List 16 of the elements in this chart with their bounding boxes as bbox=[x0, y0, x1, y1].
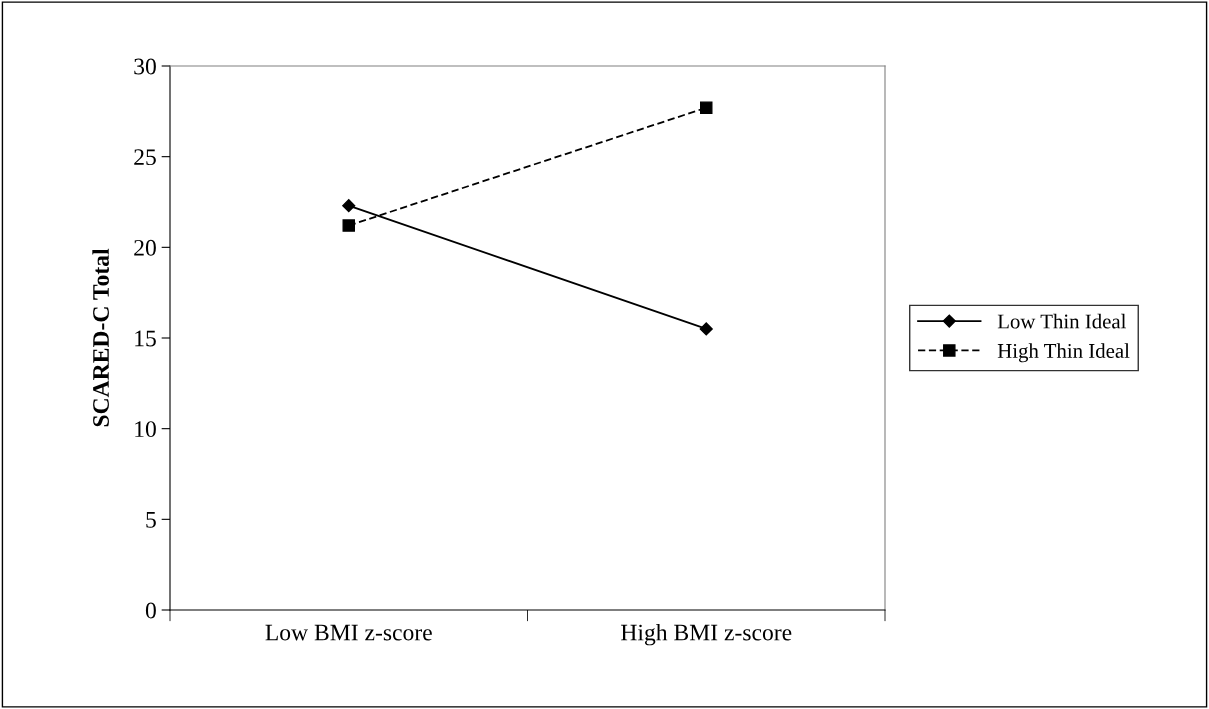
x-tick-label: Low BMI z-score bbox=[265, 624, 432, 641]
y-tick-label: 5 bbox=[146, 512, 156, 528]
y-tick-label: 10 bbox=[135, 421, 156, 438]
y-tick-label: 25 bbox=[134, 149, 156, 166]
x-tick-label: High BMI z-score bbox=[621, 623, 792, 646]
point bbox=[699, 322, 713, 336]
y-tick-label: 0 bbox=[145, 602, 156, 619]
y-tick-label: 15 bbox=[135, 330, 156, 347]
point bbox=[342, 219, 356, 232]
legend-label: Low Thin Ideal bbox=[997, 313, 1127, 329]
legend-label: High Thin Ideal bbox=[997, 343, 1130, 363]
point bbox=[342, 199, 356, 213]
y-axis-title: SCARED-C Total bbox=[92, 248, 109, 427]
y-tick-label: 30 bbox=[134, 58, 156, 75]
point bbox=[699, 101, 713, 114]
y-tick-label: 20 bbox=[134, 239, 156, 256]
